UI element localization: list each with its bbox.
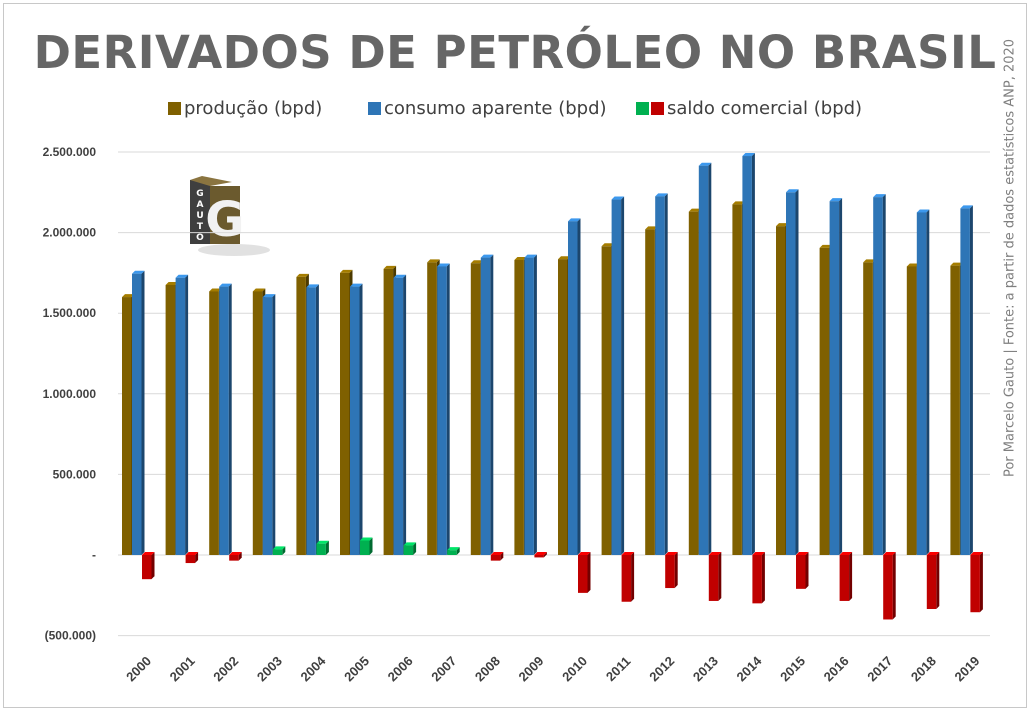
svg-text:G: G xyxy=(205,192,244,248)
legend-swatch-saldo-negative xyxy=(651,102,664,115)
bar-saldo-2019 xyxy=(970,552,983,613)
bar-saldo-2005 xyxy=(360,537,373,555)
bar-saldo-2015 xyxy=(796,552,809,589)
bar-consumo-2011 xyxy=(611,196,625,555)
bar-consumo-2001 xyxy=(175,274,189,555)
legend: produção (bpd) consumo aparente (bpd) sa… xyxy=(0,98,1030,124)
x-tick-label: 2014 xyxy=(733,653,765,685)
x-tick-label: 2013 xyxy=(690,653,721,684)
legend-swatch-producao xyxy=(168,102,181,115)
bar-consumo-2016 xyxy=(829,198,843,555)
bar-consumo-2010 xyxy=(568,218,581,556)
bar-saldo-2014 xyxy=(752,552,765,604)
bar-saldo-2002 xyxy=(229,552,242,561)
x-tick-label: 2007 xyxy=(428,653,459,684)
x-tick-label: 2009 xyxy=(515,653,546,684)
bar-consumo-2018 xyxy=(916,209,930,555)
bar-consumo-2008 xyxy=(480,254,494,555)
bar-consumo-2017 xyxy=(873,194,886,556)
legend-item-producao: produção (bpd) xyxy=(168,98,322,119)
x-tick-label: 2001 xyxy=(167,653,198,684)
legend-label-producao: produção (bpd) xyxy=(184,98,323,119)
svg-text:T: T xyxy=(197,222,204,232)
x-tick-label: 2005 xyxy=(341,653,372,684)
bar-saldo-2004 xyxy=(316,540,329,555)
bar-saldo-2018 xyxy=(926,552,940,610)
bar-consumo-2009 xyxy=(524,254,537,555)
x-tick-label: 2010 xyxy=(559,653,590,684)
x-tick-label: 2016 xyxy=(821,653,852,684)
x-tick-label: 2011 xyxy=(603,654,634,685)
y-tick-label: 1.500.000 xyxy=(43,306,97,320)
legend-swatch-consumo xyxy=(368,102,381,115)
y-tick-label: 1.000.000 xyxy=(43,387,97,401)
y-tick-label: 500.000 xyxy=(53,467,97,481)
svg-text:O: O xyxy=(196,233,204,243)
bar-consumo-2013 xyxy=(698,162,712,555)
x-tick-label: 2003 xyxy=(254,653,285,684)
x-tick-label: 2004 xyxy=(297,653,329,685)
bar-saldo-2009 xyxy=(534,552,547,558)
bar-saldo-2007 xyxy=(447,547,460,555)
bar-consumo-2003 xyxy=(262,294,276,555)
legend-item-saldo: saldo comercial (bpd) xyxy=(636,98,862,119)
x-tick-label: 2019 xyxy=(951,653,982,684)
x-tick-label: 2006 xyxy=(385,653,416,684)
y-tick-label: 2.000.000 xyxy=(43,226,97,240)
bar-saldo-2010 xyxy=(578,552,591,593)
x-tick-label: 2015 xyxy=(777,653,808,684)
y-tick-label: 2.500.000 xyxy=(43,145,97,159)
svg-text:U: U xyxy=(196,211,203,221)
x-tick-label: 2008 xyxy=(472,653,503,684)
chart-title: DERIVADOS DE PETRÓLEO NO BRASIL xyxy=(33,26,997,79)
bar-consumo-2006 xyxy=(393,274,407,555)
x-tick-label: 2018 xyxy=(908,653,939,684)
bar-consumo-2019 xyxy=(960,205,973,556)
bar-saldo-2013 xyxy=(708,552,722,601)
bar-consumo-2004 xyxy=(306,284,319,555)
bar-consumo-2014 xyxy=(742,153,755,555)
bar-consumo-2002 xyxy=(219,283,232,555)
y-tick-label: - xyxy=(92,548,96,562)
bar-saldo-2012 xyxy=(665,552,678,589)
x-tick-label: 2002 xyxy=(210,653,241,684)
svg-text:G: G xyxy=(196,189,203,199)
y-tick-label: (500.000) xyxy=(45,629,96,643)
bar-saldo-2001 xyxy=(185,552,199,564)
legend-label-consumo: consumo aparente (bpd) xyxy=(384,98,607,119)
bar-saldo-2000 xyxy=(142,552,155,580)
legend-label-saldo: saldo comercial (bpd) xyxy=(667,98,863,119)
legend-item-consumo: consumo aparente (bpd) xyxy=(368,98,607,119)
bar-consumo-2015 xyxy=(786,189,799,556)
bar-saldo-2003 xyxy=(272,546,286,555)
bar-consumo-2012 xyxy=(655,193,668,555)
bar-saldo-2006 xyxy=(403,542,417,555)
bar-saldo-2017 xyxy=(883,552,896,620)
x-tick-label: 2012 xyxy=(646,653,677,684)
bar-saldo-2016 xyxy=(839,552,853,601)
bar-consumo-2000 xyxy=(132,270,145,555)
svg-text:A: A xyxy=(197,200,204,210)
bar-saldo-2008 xyxy=(490,552,504,561)
bar-consumo-2007 xyxy=(437,263,450,555)
bar-consumo-2005 xyxy=(350,283,363,555)
bar-saldo-2011 xyxy=(621,552,635,602)
x-tick-label: 2000 xyxy=(123,653,154,684)
x-tick-label: 2017 xyxy=(864,653,895,684)
gauto-logo: G A U T O G xyxy=(190,176,270,256)
legend-swatch-saldo-positive xyxy=(636,102,649,115)
